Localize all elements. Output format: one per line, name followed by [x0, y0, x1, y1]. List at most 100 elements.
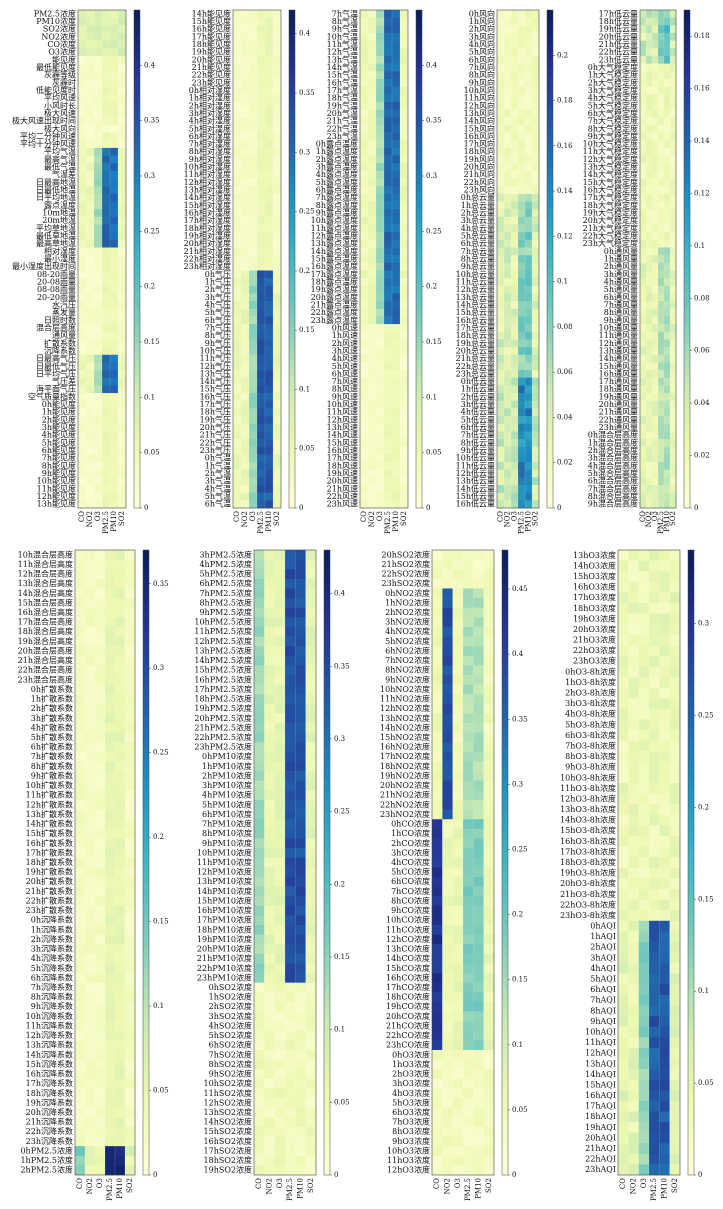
heatmap-cell — [110, 86, 119, 95]
heatmap-cell — [254, 982, 265, 993]
heatmap-cell — [669, 698, 681, 710]
colorbar-segment — [134, 217, 140, 227]
row-label: 3hO3-8h浓度 — [565, 698, 616, 708]
heatmap-cell — [360, 270, 369, 279]
colorbar-segment — [134, 117, 140, 127]
heatmap-cell — [473, 1078, 484, 1089]
colorbar-segment — [416, 59, 422, 69]
heatmap-cell — [649, 1069, 660, 1080]
heatmap-cell — [652, 393, 659, 402]
colorbar-tick-label: 0.16 — [694, 85, 710, 93]
heatmap-cell — [273, 209, 282, 218]
heatmap-cell — [659, 846, 670, 858]
heatmap-frame — [77, 9, 127, 509]
heatmap-cell — [384, 400, 393, 409]
colorbar-segment — [324, 1143, 330, 1155]
heatmap-cell — [115, 915, 126, 926]
row-label: 0hO3-8h浓度 — [565, 666, 616, 676]
colorbar-segment — [416, 275, 422, 285]
heatmap-cell — [254, 1155, 265, 1166]
colorbar-segment — [289, 308, 295, 318]
heatmap-cell — [85, 1059, 96, 1070]
heatmap-cell — [638, 1122, 650, 1133]
heatmap-cell — [497, 285, 505, 294]
colorbar-tick-label: 0 — [698, 1171, 702, 1179]
heatmap-cell — [649, 1100, 660, 1112]
heatmap-cell — [638, 687, 650, 699]
colorbar-segment — [547, 308, 553, 318]
colorbar-segment — [143, 560, 149, 572]
heatmap-cell — [463, 694, 474, 705]
heatmap-cell — [368, 439, 377, 448]
row-label: 11h低云量 — [456, 460, 495, 470]
heatmap-cell — [628, 1100, 639, 1112]
heatmap-cell — [75, 973, 86, 983]
colorbar-segment — [688, 997, 694, 1009]
row-label: 21h风向 — [464, 169, 495, 179]
heatmap-cell — [94, 439, 103, 448]
heatmap-cell — [652, 278, 659, 287]
heatmap-cell — [94, 331, 103, 340]
heatmap-cell — [265, 362, 274, 371]
heatmap-cell — [669, 1100, 681, 1112]
heatmap-cell — [649, 1016, 660, 1027]
colorbar-segment — [547, 109, 553, 119]
heatmap-cell — [384, 63, 393, 72]
colorbar-segment — [684, 250, 690, 260]
heatmap-cell — [497, 63, 505, 72]
heatmap-cell — [285, 675, 296, 685]
row-label: 13h露点温度 — [311, 238, 358, 248]
heatmap-cell — [525, 347, 533, 356]
heatmap-cell — [95, 828, 106, 839]
heatmap-cell — [392, 132, 401, 141]
row-label: 7h风速 — [332, 377, 358, 386]
colorbar-segment — [547, 43, 553, 52]
heatmap-cell — [518, 186, 526, 195]
heatmap-cell — [368, 477, 377, 486]
heatmap-cell — [110, 201, 119, 210]
heatmap-cell — [670, 324, 677, 333]
heatmap-cell — [532, 124, 540, 133]
colorbar-segment — [502, 758, 508, 770]
heatmap-cell — [658, 170, 665, 179]
colorbar-segment — [547, 84, 553, 94]
heatmap-cell — [473, 723, 484, 733]
heatmap-cell — [646, 32, 653, 41]
heatmap-cell — [125, 742, 136, 753]
heatmap-cell — [463, 1078, 474, 1089]
heatmap-cell — [86, 63, 95, 72]
row-label: 18h风速 — [327, 461, 358, 470]
colorbar-segment — [547, 234, 553, 243]
colorbar-segment — [502, 862, 508, 874]
heatmap-cell — [664, 255, 671, 264]
heatmap-cell — [75, 1069, 86, 1080]
row-label: 1h露点温度 — [316, 146, 358, 156]
heatmap-cell — [295, 992, 306, 1003]
heatmap-cell — [511, 431, 519, 440]
heatmap-cell — [504, 40, 512, 49]
colorbar-segment — [684, 34, 690, 44]
heatmap-cell — [254, 751, 265, 762]
heatmap-cell — [102, 331, 111, 340]
heatmap-cell — [473, 1040, 484, 1051]
heatmap-cell — [102, 109, 111, 118]
row-label: 22h沉降系数 — [26, 1126, 73, 1136]
heatmap-cell — [463, 915, 474, 926]
heatmap-cell — [78, 247, 87, 256]
heatmap-cell — [264, 1098, 275, 1108]
heatmap-cell — [659, 613, 670, 625]
heatmap-cell — [392, 377, 401, 386]
row-label: 11hPM10浓度 — [197, 857, 252, 867]
heatmap-cell — [86, 454, 95, 463]
heatmap-cell — [118, 454, 127, 463]
row-label: 9h风速 — [332, 392, 358, 401]
row-label: 3h气压 — [205, 292, 231, 302]
heatmap-cell — [618, 1153, 629, 1165]
colorbar-segment — [143, 1008, 149, 1020]
heatmap-cell — [670, 239, 677, 248]
colorbar-segment — [143, 612, 149, 624]
heatmap-cell — [638, 581, 650, 593]
colorbar-segment — [289, 117, 295, 127]
heatmap-cell — [273, 48, 282, 57]
row-label: 2h风向 — [469, 24, 495, 34]
